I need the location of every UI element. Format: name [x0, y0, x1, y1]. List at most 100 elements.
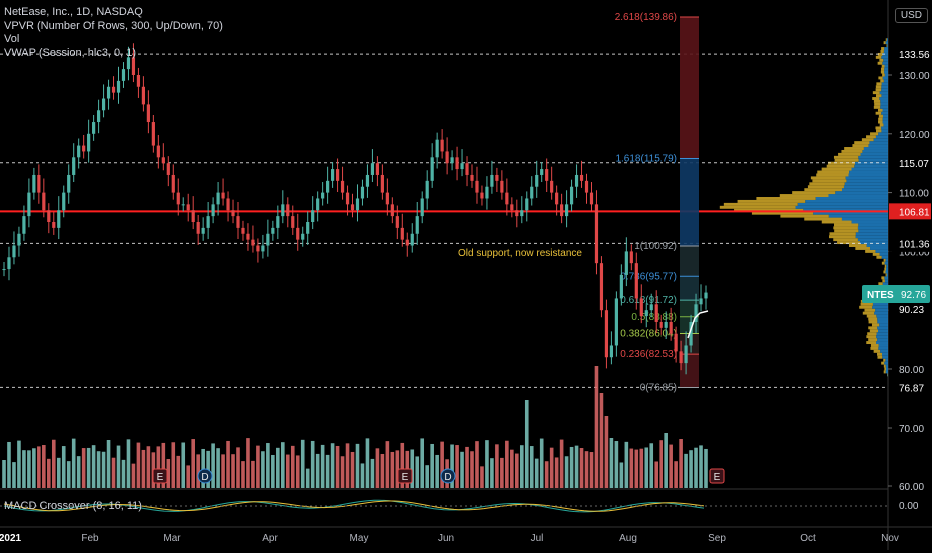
candle-body[interactable] [62, 193, 65, 211]
candle-body[interactable] [640, 298, 643, 316]
candle-body[interactable] [615, 298, 618, 345]
candle-body[interactable] [570, 187, 573, 205]
candle-body[interactable] [261, 246, 264, 252]
candle-body[interactable] [704, 293, 707, 299]
candle-body[interactable] [665, 322, 668, 328]
candle-body[interactable] [366, 175, 369, 187]
volume-indicator-label[interactable]: Vol [4, 33, 223, 47]
candle-body[interactable] [446, 151, 449, 163]
candle-body[interactable] [241, 228, 244, 234]
candle-body[interactable] [670, 322, 673, 334]
vpvr-indicator-label[interactable]: VPVR (Number Of Rows, 300, Up/Down, 70) [4, 20, 223, 34]
candle-body[interactable] [660, 322, 663, 328]
candle-body[interactable] [605, 310, 608, 357]
candle-body[interactable] [236, 216, 239, 228]
candle-body[interactable] [610, 345, 613, 357]
candle-body[interactable] [301, 234, 304, 240]
candle-body[interactable] [117, 81, 120, 93]
candle-body[interactable] [510, 204, 513, 210]
candle-body[interactable] [480, 193, 483, 199]
candle-body[interactable] [37, 175, 40, 193]
candle-body[interactable] [645, 310, 648, 316]
candle-body[interactable] [167, 163, 170, 175]
candle-body[interactable] [699, 298, 702, 304]
candle-body[interactable] [431, 157, 434, 181]
candle-body[interactable] [470, 175, 473, 181]
candle-body[interactable] [495, 175, 498, 181]
candle-body[interactable] [177, 193, 180, 205]
candle-body[interactable] [585, 181, 588, 193]
candle-body[interactable] [680, 351, 683, 363]
candle-body[interactable] [406, 240, 409, 246]
candle-body[interactable] [102, 99, 105, 111]
candle-body[interactable] [650, 304, 653, 310]
macd-indicator-label[interactable]: MACD Crossover (8, 16, 11) [4, 500, 142, 512]
candle-body[interactable] [505, 193, 508, 205]
candle-body[interactable] [57, 210, 60, 228]
candle-body[interactable] [575, 175, 578, 187]
candle-body[interactable] [92, 122, 95, 134]
candle-body[interactable] [580, 175, 583, 181]
candle-body[interactable] [396, 216, 399, 228]
candle-body[interactable] [17, 234, 20, 246]
candle-body[interactable] [475, 181, 478, 193]
candle-body[interactable] [152, 122, 155, 146]
candle-body[interactable] [535, 175, 538, 187]
candle-body[interactable] [2, 269, 5, 270]
candle-body[interactable] [351, 204, 354, 210]
candle-body[interactable] [386, 193, 389, 205]
candle-body[interactable] [391, 204, 394, 216]
candle-body[interactable] [221, 193, 224, 199]
candle-body[interactable] [266, 234, 269, 246]
candle-body[interactable] [485, 187, 488, 199]
candle-body[interactable] [595, 204, 598, 263]
candle-body[interactable] [172, 175, 175, 193]
candle-body[interactable] [356, 198, 359, 210]
candle-body[interactable] [455, 157, 458, 169]
candle-body[interactable] [32, 175, 35, 193]
candle-body[interactable] [212, 204, 215, 216]
candle-body[interactable] [276, 216, 279, 228]
candle-body[interactable] [182, 204, 185, 205]
candle-body[interactable] [426, 181, 429, 199]
candle-body[interactable] [22, 216, 25, 234]
candle-body[interactable] [331, 169, 334, 181]
candle-body[interactable] [401, 228, 404, 240]
candle-body[interactable] [251, 240, 254, 246]
candle-body[interactable] [137, 75, 140, 87]
candle-body[interactable] [281, 204, 284, 216]
candle-body[interactable] [47, 210, 50, 222]
candle-body[interactable] [625, 251, 628, 275]
candle-body[interactable] [82, 146, 85, 152]
candle-body[interactable] [296, 228, 299, 240]
candle-body[interactable] [291, 216, 294, 228]
candle-body[interactable] [316, 198, 319, 210]
candle-body[interactable] [216, 193, 219, 205]
candle-body[interactable] [635, 263, 638, 298]
candle-body[interactable] [441, 140, 444, 152]
candle-body[interactable] [311, 210, 314, 222]
candle-body[interactable] [147, 104, 150, 122]
candle-body[interactable] [381, 175, 384, 193]
candle-body[interactable] [361, 187, 364, 199]
candle-body[interactable] [371, 163, 374, 175]
candle-body[interactable] [630, 251, 633, 263]
candle-body[interactable] [565, 204, 568, 216]
vwap-indicator-label[interactable]: VWAP (Session, hlc3, 0, 1) [4, 47, 223, 61]
candle-body[interactable] [465, 163, 468, 175]
candle-body[interactable] [7, 257, 10, 269]
candle-body[interactable] [246, 234, 249, 240]
candle-body[interactable] [550, 181, 553, 193]
candle-body[interactable] [376, 163, 379, 175]
candle-body[interactable] [157, 146, 160, 158]
candle-body[interactable] [515, 210, 518, 216]
candle-body[interactable] [411, 234, 414, 246]
candle-body[interactable] [500, 181, 503, 193]
candle-body[interactable] [490, 175, 493, 187]
candle-body[interactable] [12, 246, 15, 258]
candle-body[interactable] [97, 110, 100, 122]
candle-body[interactable] [341, 181, 344, 193]
candle-body[interactable] [545, 169, 548, 181]
candle-body[interactable] [187, 204, 190, 210]
